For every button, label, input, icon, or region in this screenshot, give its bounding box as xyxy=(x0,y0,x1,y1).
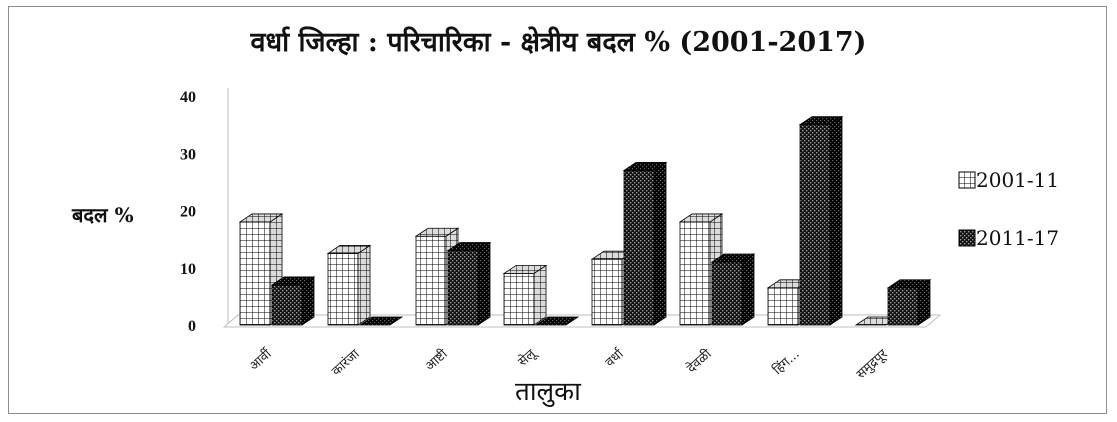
bar-series-1 xyxy=(326,244,372,326)
bar-series-2 xyxy=(270,276,316,326)
x-tick-label: आर्वी xyxy=(246,346,275,374)
x-tick-label: आष्टी xyxy=(422,346,451,375)
legend-label-series-1: 2001-11 xyxy=(976,168,1060,192)
x-tick-label: हिंग... xyxy=(770,346,803,378)
x-tick-label: समुद्रपूर xyxy=(854,346,891,382)
bar-series-2 xyxy=(886,279,932,326)
chart-title: वर्धा जिल्हा : परिचारिका - क्षेत्रीय बदल… xyxy=(250,27,867,58)
chart-floor xyxy=(222,314,942,328)
bar-series-1 xyxy=(502,264,548,326)
x-tick-label: देवळी xyxy=(684,346,716,377)
x-tick-label: कारंजा xyxy=(329,346,363,379)
x-axis-label: तालुका xyxy=(515,377,581,407)
legend-item-series-2: 2011-17 xyxy=(958,226,1059,250)
y-tick-label: 0 xyxy=(188,318,196,335)
y-tick-label: 30 xyxy=(180,146,196,163)
bar-series-2 xyxy=(446,241,492,326)
y-tick-label: 40 xyxy=(180,89,196,106)
bar-series-2 xyxy=(534,316,580,326)
legend-swatch-grid-icon xyxy=(958,171,976,189)
bar-series-2 xyxy=(710,253,756,326)
axes xyxy=(222,88,942,328)
bars xyxy=(238,115,932,326)
bar-series-2 xyxy=(622,161,668,326)
bar-series-2 xyxy=(358,316,404,326)
x-tick-label: वर्धा xyxy=(602,345,627,370)
x-tick-label: सेलू xyxy=(515,345,540,370)
y-tick-label: 10 xyxy=(180,261,196,278)
legend-item-series-1: 2001-11 xyxy=(958,168,1059,192)
chart-frame xyxy=(8,6,1107,414)
tick-labels: 0 10 20 30 40 आर्वी कारंजा आष्टी सेलू वर्धा देवळी ह… xyxy=(180,89,891,382)
legend: 2001-11 2011-17 xyxy=(958,168,1059,284)
y-axis-label: बदल % xyxy=(72,203,134,227)
y-tick-label: 20 xyxy=(180,204,196,221)
legend-swatch-dots-icon xyxy=(958,229,976,247)
legend-label-series-2: 2011-17 xyxy=(976,226,1060,250)
bar-series-2 xyxy=(798,115,844,326)
